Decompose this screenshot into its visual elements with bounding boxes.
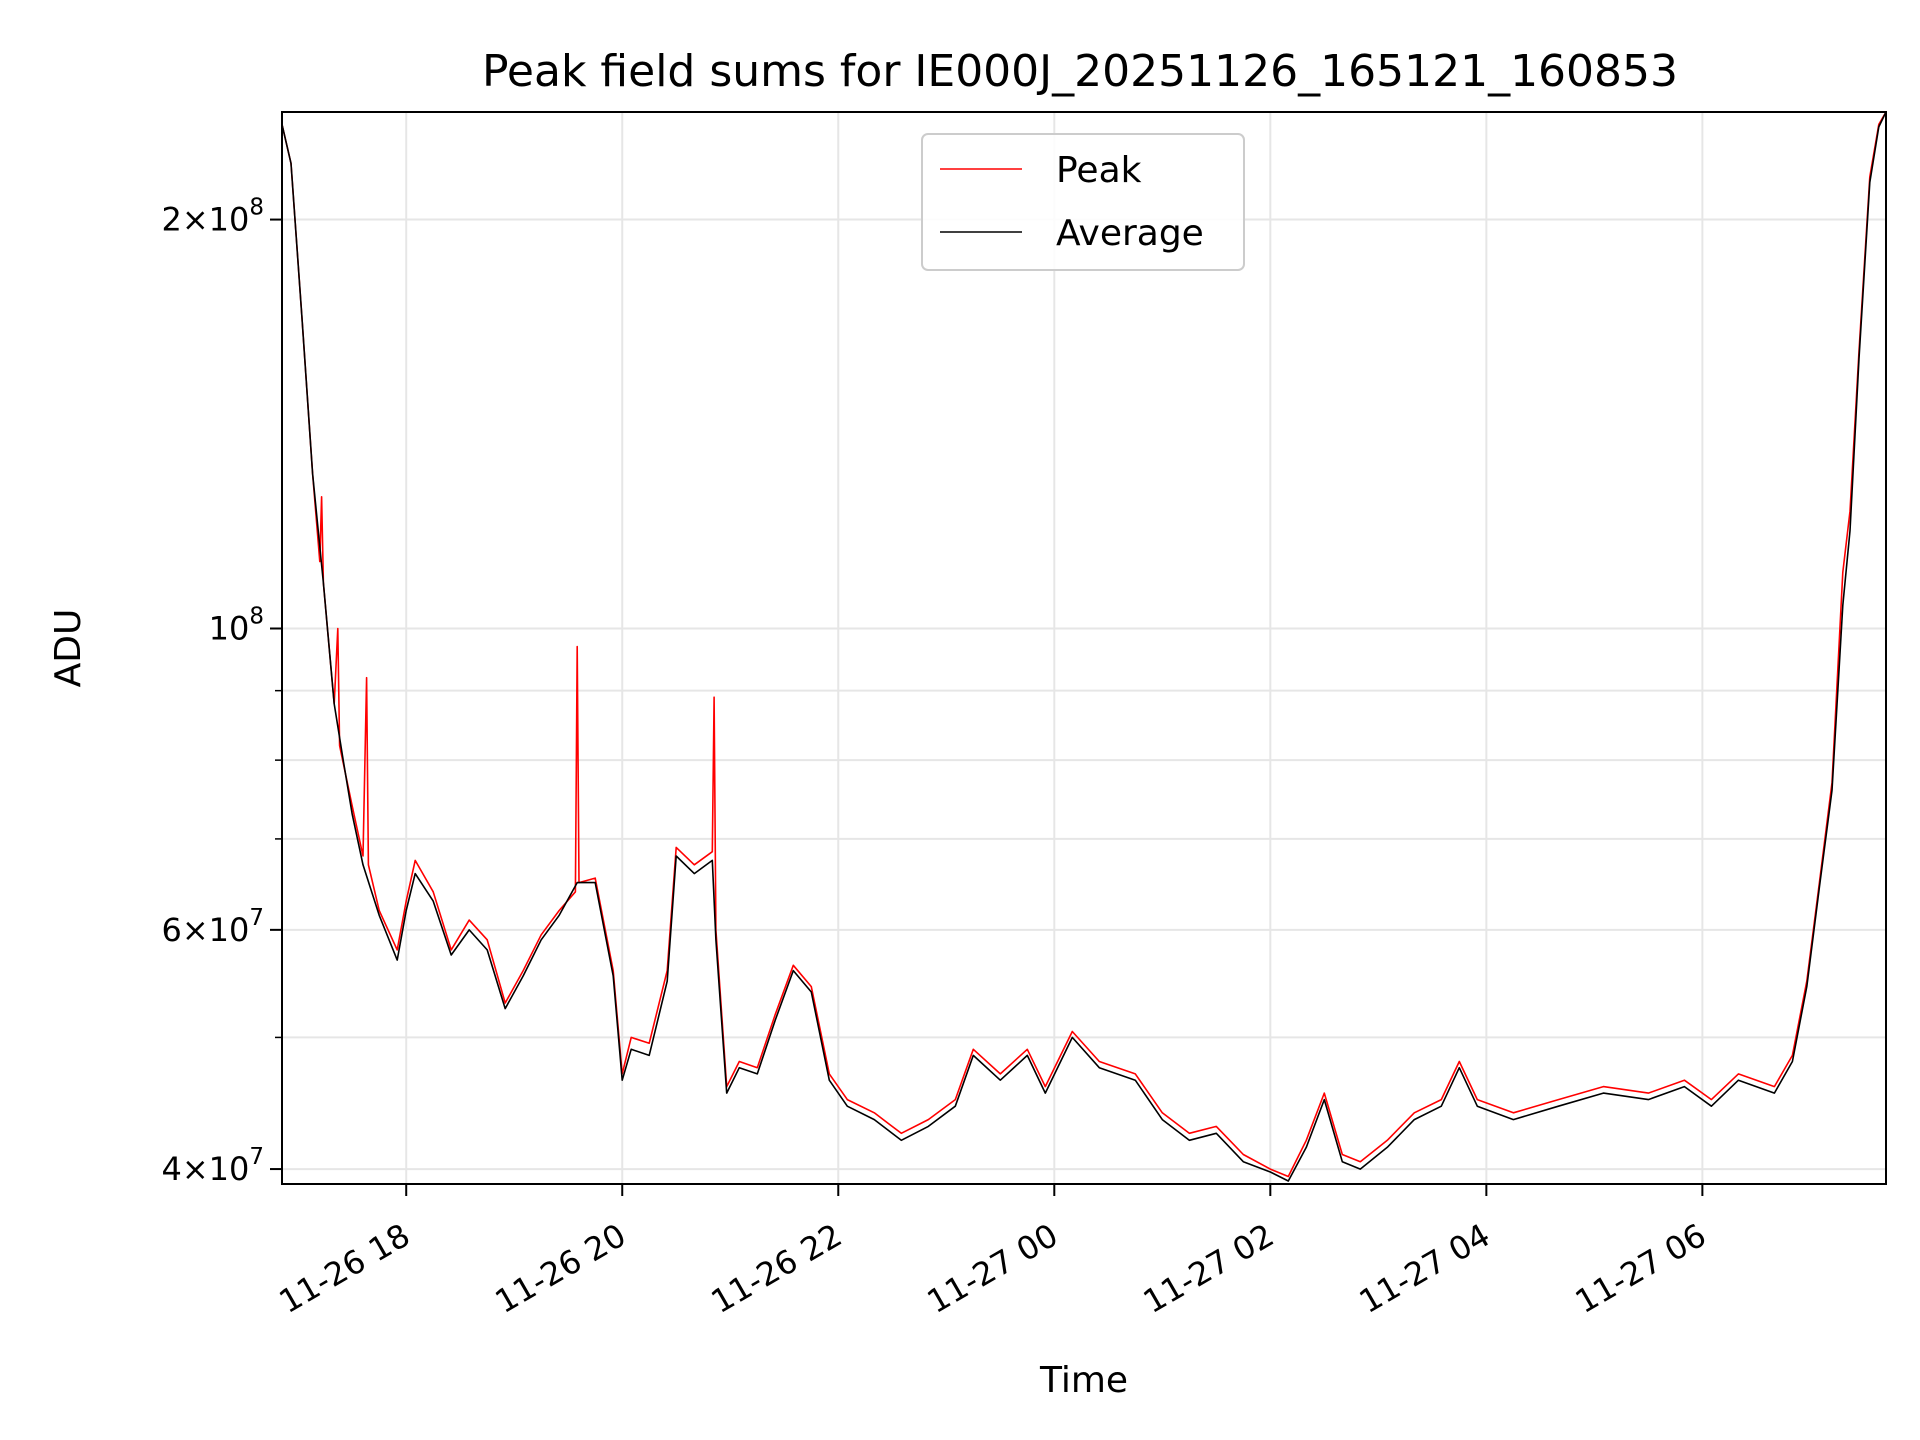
y-tick-label: 4×107 (161, 1144, 264, 1188)
y-tick-label-base: 4×10 (161, 1150, 249, 1188)
legend-label-peak: Peak (1056, 150, 1142, 191)
y-tick-label-exponent: 7 (249, 905, 264, 931)
legend: Peak Average (921, 133, 1245, 271)
y-tick-label-base: 10 (209, 609, 250, 647)
y-tick-label-exponent: 8 (249, 195, 264, 221)
series-line-peak (282, 112, 1886, 1178)
y-tick-label-exponent: 8 (249, 603, 264, 629)
y-tick-label: 6×107 (161, 905, 264, 949)
y-tick-label-base: 2×10 (161, 201, 249, 239)
y-tick-label-exponent: 7 (249, 1144, 264, 1170)
series-line-average (282, 112, 1886, 1182)
y-tick-label: 2×108 (161, 195, 264, 239)
plot-lines (282, 112, 1886, 1182)
y-tick-label-base: 6×10 (161, 911, 249, 949)
y-tick-label: 108 (209, 603, 264, 647)
chart-title: Peak field sums for IE000J_20251126_1651… (482, 46, 1678, 97)
legend-label-average: Average (1056, 213, 1204, 254)
y-axis-label: ADU (48, 609, 89, 688)
x-axis-label: Time (1039, 1360, 1128, 1401)
plot-frame (281, 111, 1887, 1185)
legend-box (921, 133, 1245, 271)
